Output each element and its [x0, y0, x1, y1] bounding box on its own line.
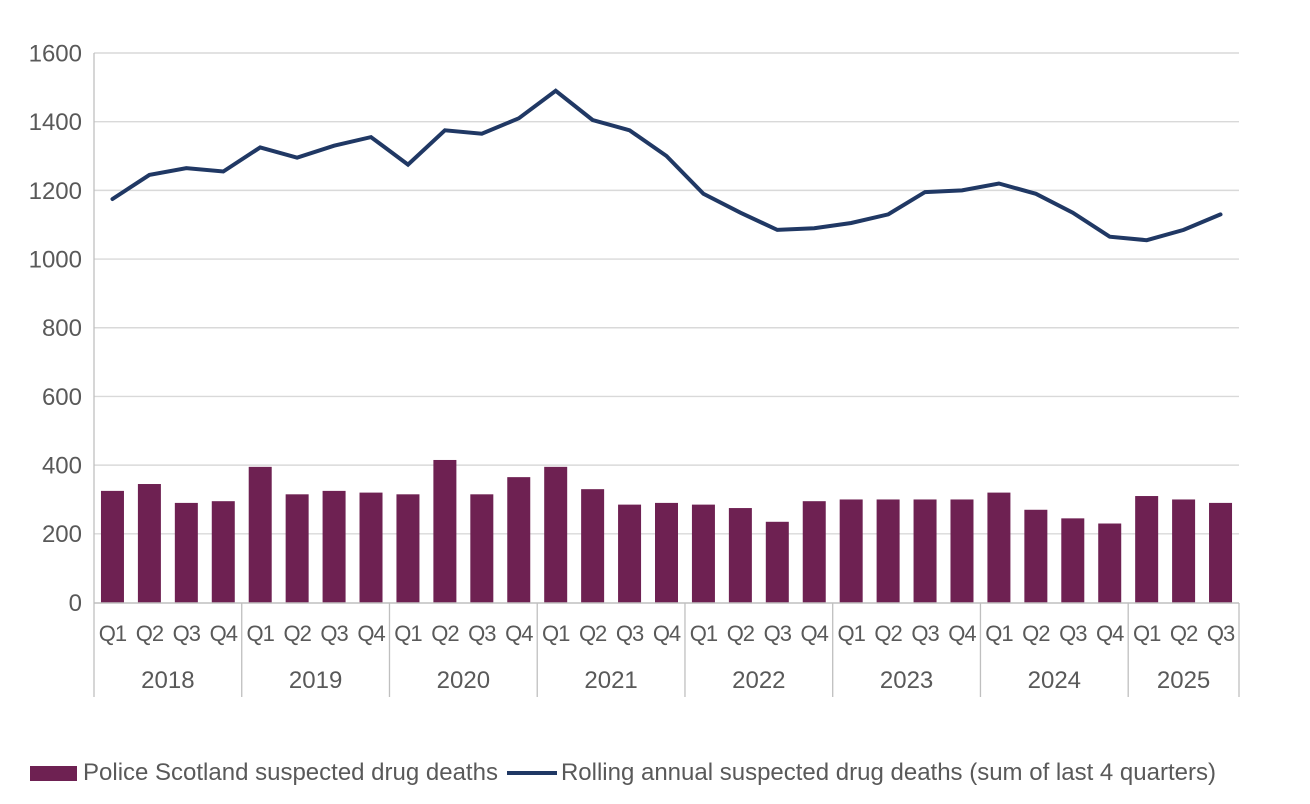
x-axis-quarter-label: Q1 — [542, 621, 570, 646]
y-axis-tick-label: 1200 — [29, 178, 82, 205]
x-axis-year-label: 2025 — [1157, 667, 1210, 694]
x-axis-quarter-label: Q4 — [210, 621, 238, 646]
x-axis-quarter-label: Q3 — [1207, 621, 1235, 646]
bar-quarterly-deaths — [950, 499, 974, 603]
bar-quarterly-deaths — [544, 466, 568, 603]
bar-quarterly-deaths — [137, 484, 161, 603]
bar-quarterly-deaths — [322, 490, 346, 603]
x-axis-quarter-label: Q3 — [1059, 621, 1087, 646]
legend-line-swatch-icon — [506, 771, 557, 775]
bar-quarterly-deaths — [359, 492, 383, 603]
x-axis-quarter-label: Q4 — [653, 621, 681, 646]
rolling-annual-line — [110, 88, 1223, 243]
bar-quarterly-deaths — [987, 492, 1011, 603]
x-axis-quarter-label: Q1 — [690, 621, 718, 646]
x-axis-quarter-label: Q2 — [283, 621, 311, 646]
x-axis-quarter-label: Q1 — [394, 621, 422, 646]
x-axis-quarter-label: Q1 — [247, 621, 275, 646]
x-axis-quarter-label: Q2 — [727, 621, 755, 646]
bar-quarterly-deaths — [285, 494, 309, 603]
x-axis-quarter-label: Q2 — [136, 621, 164, 646]
y-axis-tick-label: 1000 — [29, 246, 82, 273]
bar-quarterly-deaths — [1098, 523, 1122, 603]
x-axis-quarter-label: Q3 — [320, 621, 348, 646]
legend-bar-label: Police Scotland suspected drug deaths — [83, 759, 498, 786]
y-axis-tick-label: 0 — [69, 590, 82, 617]
bar-quarterly-deaths — [581, 489, 605, 603]
x-axis-year-label: 2020 — [437, 667, 490, 694]
bar-quarterly-deaths — [396, 494, 420, 603]
bar-quarterly-deaths — [765, 521, 789, 603]
x-axis-year-label: 2018 — [141, 667, 194, 694]
y-axis-tick-label: 600 — [42, 384, 82, 411]
y-axis-tick-label: 1600 — [29, 40, 82, 67]
bar-quarterly-deaths — [174, 502, 198, 603]
x-axis-quarter-label: Q2 — [874, 621, 902, 646]
bar-quarterly-deaths — [618, 504, 642, 603]
x-axis-quarter-label: Q1 — [985, 621, 1013, 646]
drug-deaths-chart-plot: 0 200 400 600 800 1000 1200 1400 1600 Q1 Q2 Q3 Q4 201… — [29, 40, 1240, 697]
x-axis-quarter-label: Q4 — [948, 621, 976, 646]
x-axis-quarter-label: Q3 — [616, 621, 644, 646]
x-axis-year-label: 2023 — [880, 667, 933, 694]
bar-quarterly-deaths — [1061, 518, 1085, 603]
bar-quarterly-deaths — [211, 501, 235, 603]
x-axis-year-label: 2024 — [1028, 667, 1081, 694]
x-axis-quarter-label: Q3 — [173, 621, 201, 646]
x-axis-quarter-label: Q1 — [1133, 621, 1161, 646]
x-axis-quarter-label: Q4 — [1096, 621, 1124, 646]
bar-quarterly-deaths — [1135, 496, 1159, 603]
x-axis-quarter-label: Q2 — [431, 621, 459, 646]
bar-quarterly-deaths — [839, 499, 863, 603]
bar-quarterly-deaths — [100, 490, 124, 603]
legend-bar-swatch-icon — [30, 765, 77, 781]
bar-quarterly-deaths — [507, 477, 531, 603]
x-axis-year-label: 2022 — [732, 667, 785, 694]
bar-quarterly-deaths — [248, 466, 272, 603]
bar-quarterly-deaths — [913, 499, 937, 603]
bar-quarterly-deaths — [802, 501, 826, 603]
y-axis-tick-label: 200 — [42, 521, 82, 548]
bar-quarterly-deaths — [1024, 509, 1048, 603]
x-axis-quarter-label: Q4 — [505, 621, 533, 646]
bar-quarterly-deaths — [470, 494, 494, 603]
x-axis-quarter-label: Q3 — [468, 621, 496, 646]
x-axis-quarter-label: Q3 — [911, 621, 939, 646]
bar-quarterly-deaths — [691, 504, 715, 603]
x-axis-year-label: 2021 — [584, 667, 637, 694]
x-axis-quarter-label: Q2 — [1022, 621, 1050, 646]
bar-quarterly-deaths — [1172, 499, 1196, 603]
bar-quarterly-deaths — [433, 459, 457, 603]
bar-quarterly-deaths — [655, 502, 678, 603]
y-axis-tick-label: 800 — [42, 315, 82, 342]
bar-quarterly-deaths — [1209, 502, 1233, 603]
legend-line-label: Rolling annual suspected drug deaths (su… — [560, 759, 1216, 786]
x-axis-quarter-label: Q1 — [837, 621, 865, 646]
y-axis-tick-label: 1400 — [29, 109, 82, 136]
x-axis-quarter-label: Q1 — [99, 621, 127, 646]
x-axis-quarter-label: Q4 — [801, 621, 829, 646]
y-axis-tick-label: 400 — [42, 453, 82, 480]
x-axis-year-label: 2019 — [289, 667, 342, 694]
x-axis-quarter-label: Q3 — [764, 621, 792, 646]
x-axis-quarter-label: Q2 — [579, 621, 607, 646]
chart-legend: Police Scotland suspected drug deaths Ro… — [30, 758, 1300, 788]
bar-quarterly-deaths — [728, 508, 752, 603]
x-axis-quarter-label: Q2 — [1170, 621, 1198, 646]
x-axis-quarter-label: Q4 — [357, 621, 385, 646]
bar-quarterly-deaths — [876, 499, 900, 603]
